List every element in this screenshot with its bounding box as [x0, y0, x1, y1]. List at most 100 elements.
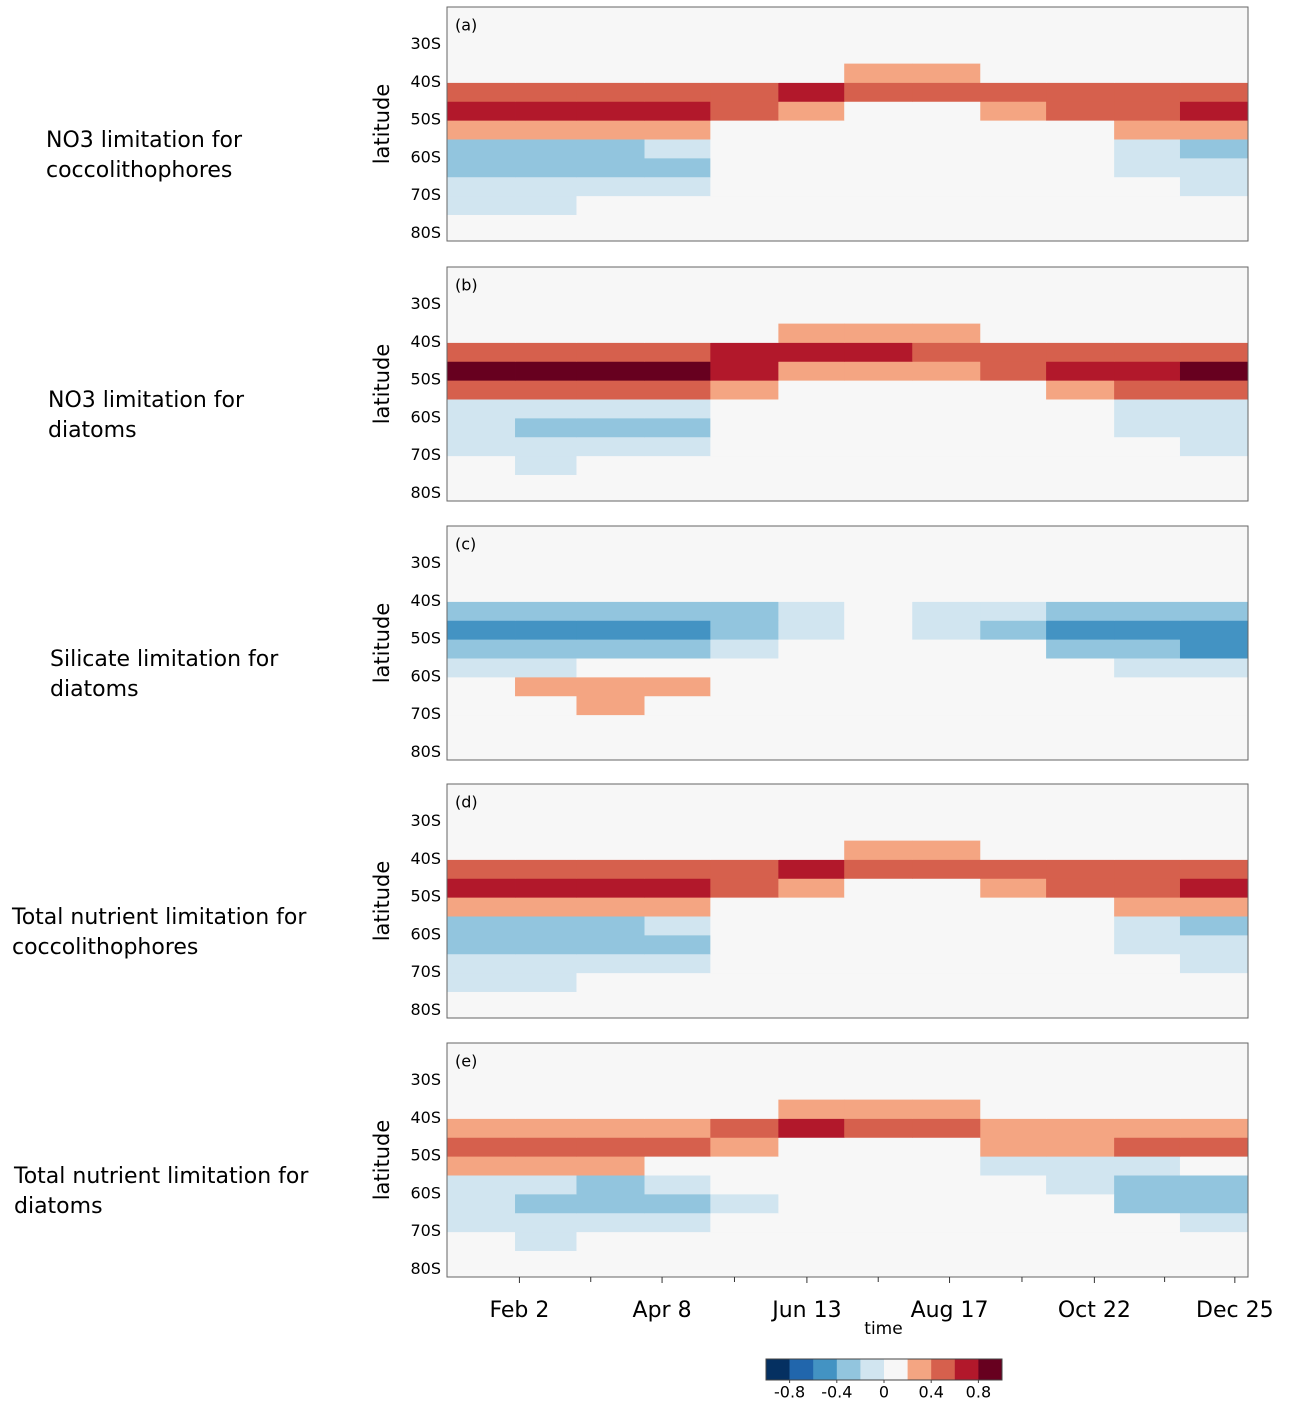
heatmap-cell: [710, 897, 779, 917]
heatmap-cell: [447, 991, 516, 1011]
heatmap-cell: [844, 639, 913, 659]
heatmap-cell: [644, 63, 711, 83]
heatmap-cell: [912, 1212, 981, 1233]
y-axis-label: latitude: [370, 344, 394, 425]
heatmap-cell: [710, 972, 779, 992]
heatmap-cell: [1179, 361, 1249, 381]
heatmap-cell: [844, 120, 913, 140]
heatmap-cell: [447, 676, 516, 697]
heatmap-cell: [1046, 714, 1115, 734]
heatmap-cell: [710, 840, 779, 860]
heatmap-cell: [576, 474, 645, 494]
heatmap-cell: [576, 601, 645, 621]
heatmap-cell: [1179, 139, 1249, 159]
heatmap-cell: [447, 1118, 516, 1138]
heatmap-cell: [515, 1137, 577, 1157]
heatmap-cell: [644, 897, 711, 917]
heatmap-cell: [1179, 953, 1249, 974]
heatmap-cell: [447, 380, 516, 400]
heatmap-cell: [1114, 380, 1181, 400]
heatmap-cell: [447, 1175, 516, 1195]
heatmap-cell: [980, 1212, 1047, 1233]
heatmap-cell: [644, 695, 711, 716]
heatmap-cell: [1046, 342, 1115, 362]
heatmap-cell: [644, 1156, 711, 1176]
heatmap-cell: [644, 1118, 711, 1138]
heatmap-cell: [515, 455, 577, 475]
panel-label: (c): [455, 535, 476, 554]
heatmap-cell: [912, 82, 981, 102]
heatmap-cell: [912, 1193, 981, 1214]
heatmap-cell: [576, 101, 645, 121]
heatmap-cell: [912, 714, 981, 734]
colorbar-bin: [813, 1359, 838, 1380]
heatmap-cell: [515, 1118, 577, 1138]
panel-title: coccolithophores: [46, 158, 232, 183]
heatmap-cell: [447, 695, 516, 716]
heatmap-cell: [644, 840, 711, 860]
x-tick-label: Feb 2: [489, 1298, 549, 1323]
heatmap-cell: [844, 1156, 913, 1176]
heatmap-cell: [644, 399, 711, 419]
heatmap-cell: [447, 658, 516, 678]
heatmap-cell: [1179, 639, 1249, 659]
heatmap-cell: [447, 601, 516, 621]
y-tick-label: 50S: [410, 1146, 441, 1165]
heatmap-cell: [515, 582, 577, 602]
heatmap-cell: [844, 1250, 913, 1270]
heatmap-cell: [644, 1099, 711, 1119]
y-tick-label: 30S: [410, 1070, 441, 1089]
heatmap-cell: [576, 139, 645, 159]
heatmap-cell: [912, 953, 981, 974]
heatmap-cell: [980, 323, 1047, 343]
heatmap-cell: [710, 63, 779, 83]
heatmap-cell: [912, 1137, 981, 1157]
heatmap-cell: [1046, 733, 1115, 753]
heatmap-cell: [1046, 157, 1115, 178]
heatmap-cell: [515, 323, 577, 343]
heatmap-cell: [778, 1156, 845, 1176]
heatmap-cell: [447, 953, 516, 974]
heatmap-cell: [844, 195, 913, 215]
heatmap-cell: [778, 676, 845, 697]
heatmap-cell: [1046, 991, 1115, 1011]
heatmap-cell: [576, 323, 645, 343]
heatmap-cell: [447, 714, 516, 734]
heatmap-cell: [1114, 399, 1181, 419]
heatmap-cell: [710, 455, 779, 475]
heatmap-cell: [844, 620, 913, 640]
heatmap-cell: [515, 399, 577, 419]
heatmap-cell: [447, 176, 516, 197]
heatmap-cell: [778, 157, 845, 178]
heatmap-cell: [447, 916, 516, 936]
heatmap-cell: [778, 399, 845, 419]
heatmap-cell: [1046, 323, 1115, 343]
heatmap-cell: [844, 601, 913, 621]
heatmap-cell: [844, 417, 913, 438]
heatmap-cell: [980, 1231, 1047, 1251]
y-axis-label: latitude: [370, 861, 394, 942]
heatmap-cell: [515, 601, 577, 621]
heatmap-cell: [778, 1118, 845, 1138]
heatmap-cell: [1046, 214, 1115, 234]
heatmap-cell: [1046, 601, 1115, 621]
y-tick-label: 60S: [410, 407, 441, 426]
heatmap-cell: [778, 120, 845, 140]
heatmap-cell: [515, 916, 577, 936]
heatmap-cell: [644, 436, 711, 457]
heatmap-cell: [980, 1250, 1047, 1270]
heatmap-cell: [515, 714, 577, 734]
heatmap-cell: [515, 361, 577, 381]
heatmap-cell: [576, 1193, 645, 1214]
heatmap-cell: [1179, 436, 1249, 457]
heatmap-cell: [844, 840, 913, 860]
heatmap-cell: [844, 82, 913, 102]
heatmap-cell: [778, 1212, 845, 1233]
heatmap-cell: [912, 676, 981, 697]
x-tick-label: Oct 22: [1058, 1298, 1131, 1323]
heatmap-cell: [1114, 582, 1181, 602]
heatmap-cell: [1046, 361, 1115, 381]
heatmap-cell: [912, 639, 981, 659]
heatmap-cell: [644, 214, 711, 234]
heatmap-cell: [912, 582, 981, 602]
